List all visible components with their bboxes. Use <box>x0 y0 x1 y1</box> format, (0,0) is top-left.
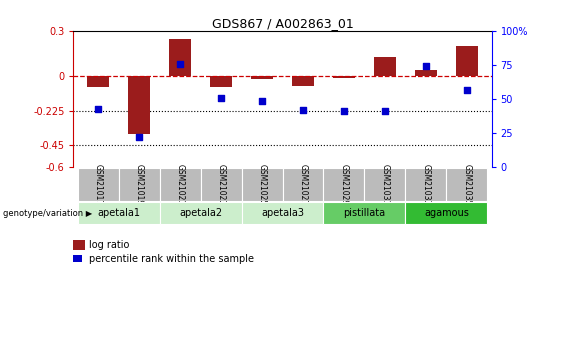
Point <box>134 135 144 140</box>
Text: apetala1: apetala1 <box>97 208 140 218</box>
FancyBboxPatch shape <box>406 168 446 201</box>
Text: percentile rank within the sample: percentile rank within the sample <box>89 254 254 264</box>
Text: GSM21023: GSM21023 <box>216 164 225 205</box>
Text: log ratio: log ratio <box>89 240 129 250</box>
FancyBboxPatch shape <box>406 203 488 224</box>
Text: agamous: agamous <box>424 208 469 218</box>
Point <box>462 87 471 92</box>
Point <box>298 107 307 113</box>
Text: genotype/variation ▶: genotype/variation ▶ <box>3 209 92 218</box>
Bar <box>210 77 232 87</box>
FancyBboxPatch shape <box>446 168 488 201</box>
Text: pistillata: pistillata <box>344 208 385 218</box>
FancyBboxPatch shape <box>201 168 241 201</box>
FancyBboxPatch shape <box>324 203 406 224</box>
FancyBboxPatch shape <box>241 203 324 224</box>
FancyBboxPatch shape <box>282 168 324 201</box>
Bar <box>87 77 109 87</box>
Text: GSM21029: GSM21029 <box>340 164 349 205</box>
Point <box>380 109 389 114</box>
Text: GSM21025: GSM21025 <box>258 164 267 205</box>
Text: GSM21021: GSM21021 <box>176 164 185 205</box>
Text: apetala3: apetala3 <box>261 208 304 218</box>
Text: GSM21035: GSM21035 <box>463 164 471 205</box>
Text: GSM21031: GSM21031 <box>380 164 389 205</box>
Text: GSM21027: GSM21027 <box>298 164 307 205</box>
FancyBboxPatch shape <box>364 168 406 201</box>
Point <box>94 106 103 111</box>
Text: GSM21019: GSM21019 <box>134 164 144 205</box>
FancyBboxPatch shape <box>159 203 241 224</box>
Point <box>176 61 185 67</box>
Bar <box>415 70 437 77</box>
Point <box>340 109 349 114</box>
Bar <box>456 46 478 77</box>
Text: apetala2: apetala2 <box>179 208 222 218</box>
Text: GSM21017: GSM21017 <box>94 164 102 205</box>
Point <box>216 95 225 100</box>
Bar <box>251 77 273 79</box>
Point <box>258 98 267 103</box>
FancyBboxPatch shape <box>159 168 201 201</box>
FancyBboxPatch shape <box>77 203 159 224</box>
FancyBboxPatch shape <box>241 168 282 201</box>
Title: GDS867 / A002863_01: GDS867 / A002863_01 <box>212 17 353 30</box>
FancyBboxPatch shape <box>77 168 119 201</box>
Text: GSM21033: GSM21033 <box>421 164 431 205</box>
FancyBboxPatch shape <box>119 168 159 201</box>
Bar <box>292 77 314 86</box>
Bar <box>373 57 396 77</box>
Point <box>421 64 431 69</box>
Bar <box>333 77 355 78</box>
Bar <box>169 39 192 77</box>
FancyBboxPatch shape <box>324 168 364 201</box>
Bar <box>128 77 150 134</box>
